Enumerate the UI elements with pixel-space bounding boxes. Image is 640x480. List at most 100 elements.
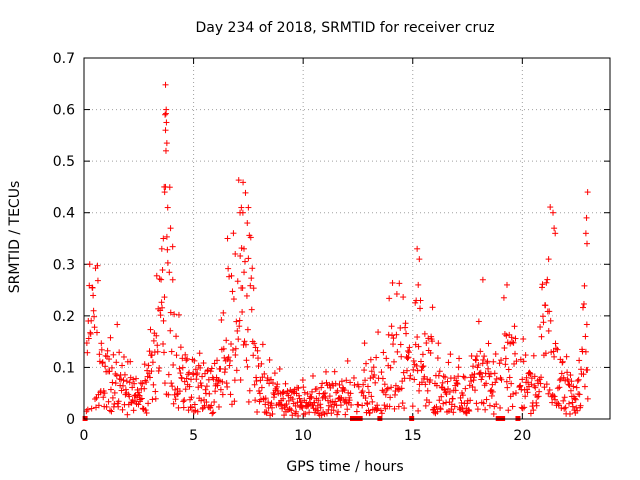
data-point (240, 179, 247, 186)
data-point (584, 395, 591, 402)
data-point (244, 326, 251, 333)
data-point (503, 378, 510, 385)
data-point (326, 393, 333, 400)
data-point (436, 397, 443, 404)
data-point (581, 282, 588, 289)
data-point (475, 361, 482, 368)
data-point (582, 230, 589, 237)
data-point (405, 354, 412, 361)
data-point (252, 344, 259, 351)
data-point (266, 356, 273, 363)
data-point (385, 331, 392, 338)
data-point (343, 377, 350, 384)
data-point (583, 321, 590, 328)
data-point (560, 374, 567, 381)
data-point (496, 360, 503, 367)
data-point (159, 266, 166, 273)
data-point (92, 396, 99, 403)
data-point (398, 353, 405, 360)
data-point (153, 332, 160, 339)
data-point (325, 402, 332, 409)
data-point (390, 341, 397, 348)
data-point (574, 407, 581, 414)
data-point (199, 373, 206, 380)
data-point (584, 366, 591, 373)
data-point (317, 404, 324, 411)
data-point (534, 393, 541, 400)
data-point (93, 394, 100, 401)
data-point (364, 401, 371, 408)
data-point (231, 398, 238, 405)
data-point (487, 370, 494, 377)
data-point (395, 403, 402, 410)
data-point (416, 387, 423, 394)
data-point (522, 393, 529, 400)
data-point (198, 382, 205, 389)
data-point (306, 409, 313, 416)
data-point (537, 380, 544, 387)
data-point (157, 312, 164, 319)
data-point (442, 374, 449, 381)
data-point (210, 409, 217, 416)
data-point (169, 276, 176, 283)
data-point (420, 363, 427, 370)
data-point (165, 371, 172, 378)
data-point (318, 384, 325, 391)
data-point (368, 393, 375, 400)
data-point (559, 358, 566, 365)
data-point (93, 329, 100, 336)
data-point (503, 281, 510, 288)
data-point (426, 399, 433, 406)
data-point (361, 340, 368, 347)
data-point (186, 369, 193, 376)
data-point (181, 378, 188, 385)
data-point (473, 400, 480, 407)
data-point (404, 367, 411, 374)
data-point (436, 368, 443, 375)
data-point (422, 381, 429, 388)
data-point (452, 387, 459, 394)
data-point (214, 357, 221, 364)
data-point (470, 363, 477, 370)
data-point (246, 387, 253, 394)
data-point (361, 367, 368, 374)
data-point (238, 204, 245, 211)
data-point (88, 317, 95, 324)
data-point (348, 401, 355, 408)
data-point (241, 269, 248, 276)
data-point (417, 297, 424, 304)
data-point (388, 384, 395, 391)
data-point (283, 401, 290, 408)
data-point (241, 258, 248, 265)
data-point (393, 331, 400, 338)
data-point (160, 235, 167, 242)
data-point (124, 411, 131, 418)
data-point (545, 390, 552, 397)
data-point (458, 399, 465, 406)
data-point (489, 388, 496, 395)
data-point (172, 396, 179, 403)
data-point (404, 347, 411, 354)
data-point (461, 374, 468, 381)
data-point (391, 405, 398, 412)
data-point (323, 368, 330, 375)
data-point (506, 374, 513, 381)
data-point (211, 360, 218, 367)
data-point (259, 374, 266, 381)
data-point (88, 405, 95, 412)
data-point (250, 352, 257, 359)
data-point (162, 81, 169, 88)
data-point (183, 375, 190, 382)
data-point (248, 306, 255, 313)
data-point (258, 384, 265, 391)
data-point (395, 386, 402, 393)
data-point (111, 400, 118, 407)
data-point (197, 380, 204, 387)
data-point (191, 401, 198, 408)
data-point (340, 385, 347, 392)
data-point (398, 385, 405, 392)
data-point (511, 323, 518, 330)
data-point (121, 371, 128, 378)
data-point (94, 262, 101, 269)
data-point (252, 397, 259, 404)
